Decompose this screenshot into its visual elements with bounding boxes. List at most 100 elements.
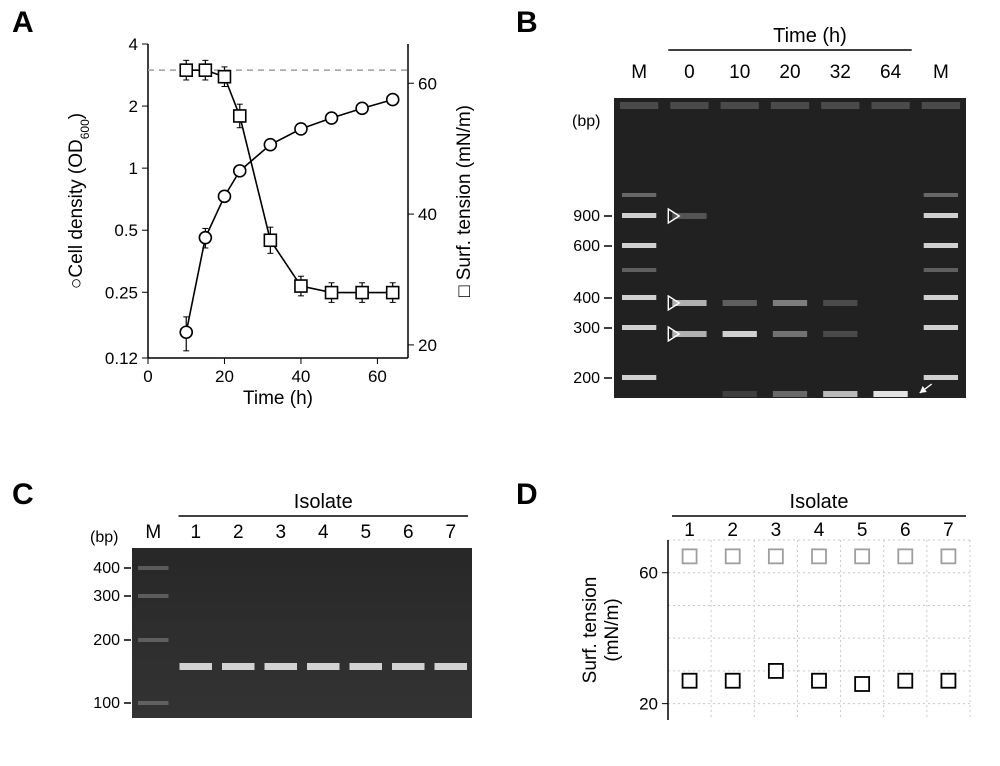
gel-band (773, 331, 807, 337)
lane-label: M (933, 62, 949, 83)
surf-tension-point (812, 674, 826, 688)
gel-band (723, 391, 757, 397)
cell-density-point (234, 165, 246, 177)
surf-tension-point (387, 287, 399, 299)
surf-tension-point (726, 549, 740, 563)
axis-tick: 20 (639, 695, 658, 714)
panel-label-B: B (516, 6, 538, 40)
lane-label: 1 (190, 522, 201, 543)
bp-unit: (bp) (90, 529, 118, 546)
cell-density-point (387, 94, 399, 106)
isolate-label: 6 (900, 520, 911, 541)
cell-density-point (199, 232, 211, 244)
gel-band (392, 663, 425, 670)
axis-tick: 60 (418, 74, 437, 93)
lane-label: 32 (830, 62, 851, 83)
axis-tick: 60 (368, 367, 387, 386)
bp-mark: 100 (93, 695, 120, 712)
panel-C: Isolate M 1 2 3 4 5 6 7 (bp) 400 300 200 100 (60, 490, 480, 730)
surf-tension-point (295, 280, 307, 292)
y2-axis-label: □ Surf. tension (mN/m) (454, 105, 475, 297)
gel-band (435, 663, 468, 670)
surf-tension-point (898, 549, 912, 563)
cell-density-point (180, 326, 192, 338)
bp-mark: 900 (573, 208, 600, 225)
surf-tension-point (356, 287, 368, 299)
surf-tension-point (683, 549, 697, 563)
bp-mark: 200 (573, 370, 600, 387)
axis-tick: 0.12 (105, 349, 138, 368)
gel-band (672, 213, 706, 219)
lane-label: 4 (318, 522, 329, 543)
panel-D: Isolate12345672060Surf. tension(mN/m) (570, 490, 980, 730)
gel-band (222, 663, 255, 670)
isolate-label: 3 (771, 520, 782, 541)
panel-D-header: Isolate (790, 491, 849, 513)
surf-tension-point (726, 674, 740, 688)
lane-label: 2 (233, 522, 244, 543)
lane-label: 7 (445, 522, 456, 543)
bp-mark: 400 (93, 560, 120, 577)
gel-band (823, 391, 857, 397)
isolate-label: 1 (684, 520, 695, 541)
axis-tick: 40 (418, 205, 437, 224)
bp-mark: 200 (93, 632, 120, 649)
bp-mark: 300 (93, 588, 120, 605)
gel-band (672, 331, 706, 337)
surf-tension-point (812, 549, 826, 563)
lane-label: 5 (360, 522, 371, 543)
isolate-label: 5 (857, 520, 868, 541)
panel-B-header: Time (h) (773, 25, 847, 47)
y1-axis-label: ○Cell density (OD600) (66, 113, 92, 289)
axis-tick: 0.5 (114, 221, 138, 240)
y-axis-label: Surf. tension (580, 577, 601, 684)
gel-image (614, 98, 966, 398)
surf-tension-point (264, 234, 276, 246)
gel-band (873, 391, 907, 397)
axis-tick: 4 (129, 35, 138, 54)
isolate-label: 7 (943, 520, 954, 541)
gel-band (265, 663, 298, 670)
gel-band (180, 663, 213, 670)
x-axis-label: Time (h) (243, 388, 313, 409)
axis-tick: 40 (291, 367, 310, 386)
bp-mark: 300 (573, 320, 600, 337)
axis-tick: 1 (129, 159, 138, 178)
cell-density-point (326, 112, 338, 124)
gel-band (350, 663, 383, 670)
axis-tick: 60 (639, 564, 658, 583)
gel-band (823, 300, 857, 306)
gel-band (672, 300, 706, 306)
panel-C-header: Isolate (294, 491, 353, 513)
surf-tension-point (769, 664, 783, 678)
surf-tension-point (941, 549, 955, 563)
gel-band (723, 300, 757, 306)
lane-label: 3 (275, 522, 286, 543)
y-axis-label: (mN/m) (602, 598, 623, 661)
axis-tick: 2 (129, 97, 138, 116)
axis-tick: 20 (418, 336, 437, 355)
panel-label-C: C (12, 478, 34, 512)
lane-label: 6 (403, 522, 414, 543)
gel-band (723, 331, 757, 337)
gel-band (773, 300, 807, 306)
surf-tension-point (769, 549, 783, 563)
axis-tick: 0 (143, 367, 152, 386)
lane-label: 10 (729, 62, 750, 83)
surf-tension-point (180, 64, 192, 76)
panel-A: 02040600.120.250.5124204060Time (h)○Cell… (60, 18, 480, 418)
gel-band (823, 331, 857, 337)
cell-density-point (264, 139, 276, 151)
bp-unit: (bp) (572, 113, 600, 130)
surf-tension-point (683, 674, 697, 688)
panel-B: Time (h)M010203264M(bp)90060040030020010… (540, 18, 980, 418)
surf-tension-point (898, 674, 912, 688)
bp-mark: 400 (573, 290, 600, 307)
surf-tension-point (855, 549, 869, 563)
lane-label: 0 (684, 62, 695, 83)
bp-mark: 600 (573, 238, 600, 255)
surf-tension-point (218, 71, 230, 83)
lane-label: 20 (779, 62, 800, 83)
lane-label: M (145, 522, 161, 543)
cell-density-point (295, 123, 307, 135)
